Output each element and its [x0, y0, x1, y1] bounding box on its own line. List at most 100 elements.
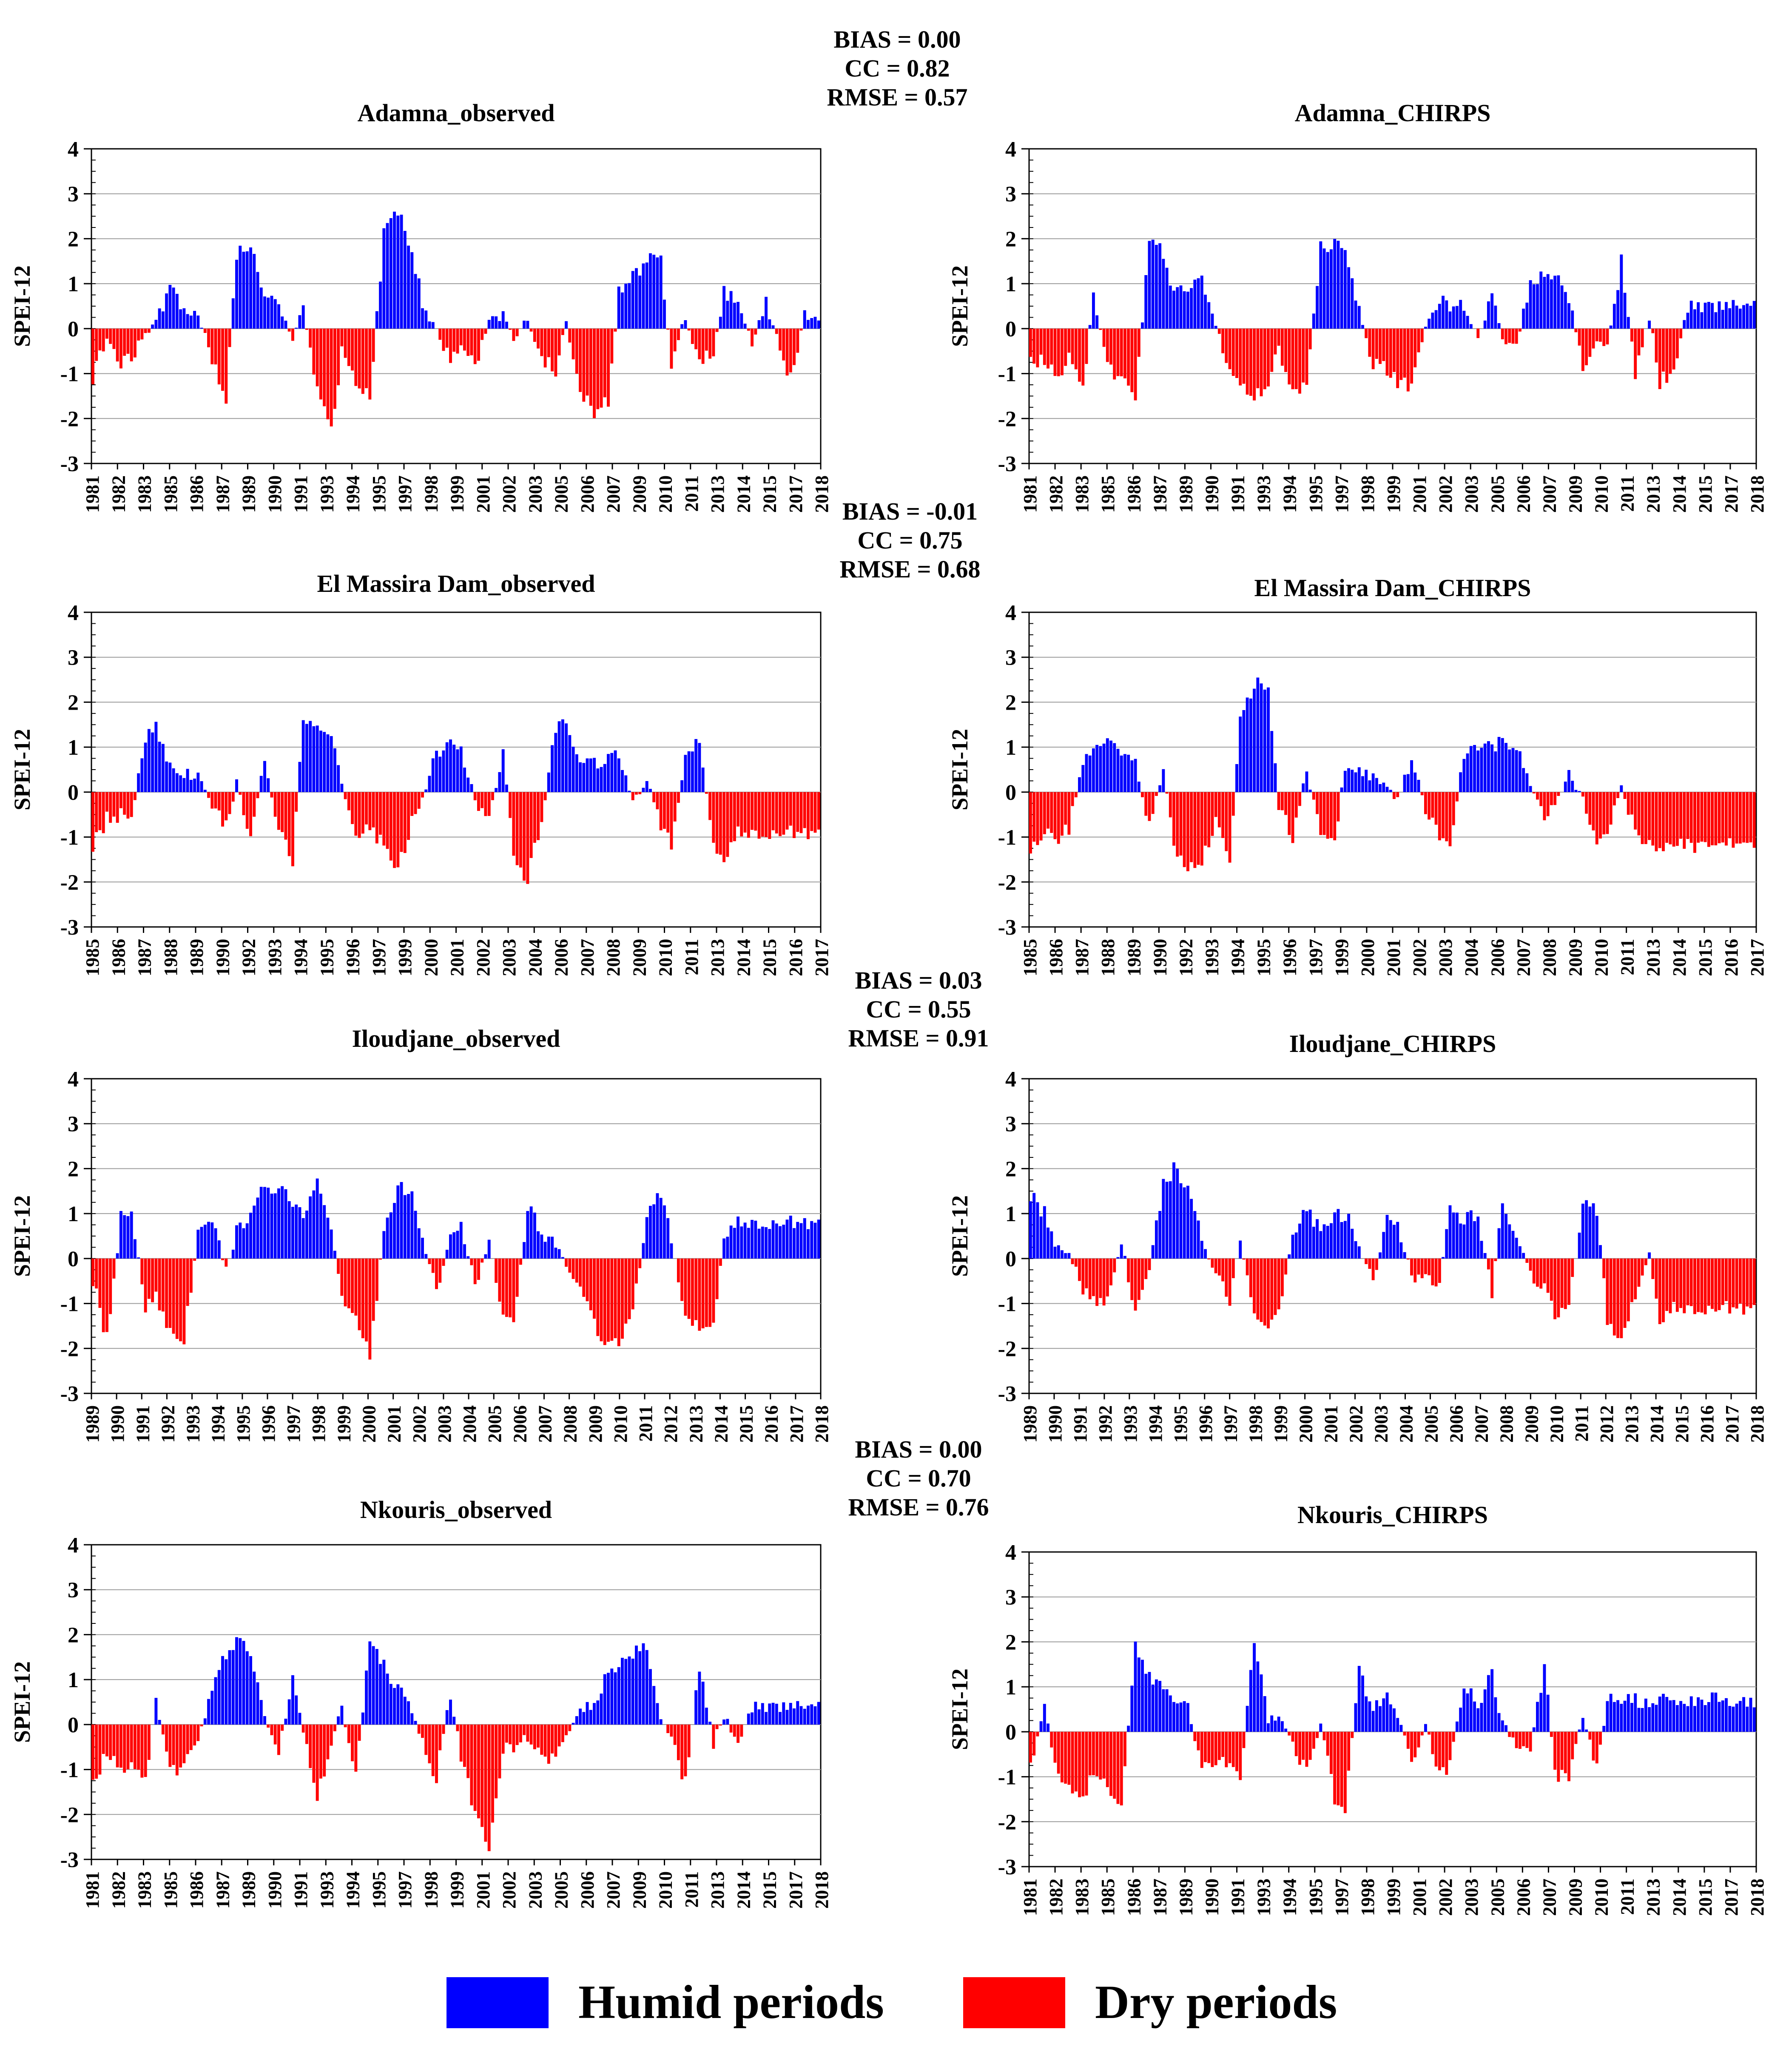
humid-bar	[333, 1251, 336, 1259]
humid-bar	[301, 305, 305, 329]
humid-bar	[1581, 1203, 1584, 1259]
dry-bar	[1371, 328, 1375, 369]
humid-bar	[1749, 306, 1752, 329]
humid-bar	[1144, 275, 1148, 329]
humid-bar	[1085, 754, 1088, 792]
x-tick-label: 1999	[1331, 939, 1352, 976]
dry-bar	[1403, 1731, 1406, 1736]
dry-bar	[1246, 328, 1249, 395]
humid-bar	[663, 299, 666, 329]
dry-bar	[1294, 328, 1298, 389]
dry-bar	[1312, 1731, 1315, 1749]
dry-bar	[477, 792, 480, 811]
dry-bar	[512, 1258, 515, 1322]
humid-bar	[414, 1721, 417, 1725]
humid-bar	[1707, 301, 1710, 329]
dry-bar	[771, 792, 775, 830]
x-tick-label: 2011	[1617, 475, 1638, 512]
dry-bar	[347, 1724, 350, 1743]
dry-bar	[301, 1724, 305, 1733]
humid-bar	[1130, 1685, 1134, 1732]
x-tick-label: 2014	[733, 1871, 754, 1909]
humid-bar	[1399, 1725, 1403, 1732]
humid-bar	[386, 1217, 389, 1259]
humid-bar	[386, 1674, 389, 1725]
dry-bar	[340, 328, 344, 347]
humid-bar	[214, 1677, 217, 1725]
dry-bar	[1487, 1258, 1490, 1270]
humid-bar	[1148, 241, 1151, 329]
humid-bar	[1393, 1225, 1396, 1259]
humid-bar	[1497, 1228, 1501, 1259]
x-tick-label: 2007	[1539, 1879, 1560, 1916]
y-tick-label: 1	[68, 1668, 79, 1692]
dry-bar	[189, 1724, 193, 1750]
humid-bar	[1144, 1674, 1148, 1732]
dry-bar	[1655, 792, 1658, 852]
y-tick-label: 0	[68, 317, 79, 341]
dry-bar	[95, 1258, 98, 1289]
dry-bar	[214, 328, 217, 365]
dry-bar	[351, 328, 354, 371]
dry-bar	[1228, 1258, 1231, 1306]
humid-bar	[1032, 1193, 1036, 1259]
humid-bar	[316, 1178, 319, 1259]
humid-bar	[200, 1227, 203, 1259]
dry-bar	[1602, 792, 1606, 835]
dry-bar	[1060, 792, 1064, 836]
dry-bar	[593, 328, 596, 418]
humid-bar	[1735, 1703, 1738, 1732]
y-tick-label: 1	[1005, 1675, 1016, 1700]
x-tick-label: 2017	[785, 1871, 806, 1909]
humid-bar	[796, 1701, 799, 1725]
humid-bar	[1382, 782, 1385, 792]
dry-bar	[1627, 1258, 1630, 1322]
x-tick-label: 1993	[316, 1871, 337, 1909]
chart-el-massira-observed: El Massira Dam_observed-3-2-101234SPEI-1…	[9, 570, 832, 976]
humid-bar	[1155, 1220, 1158, 1259]
humid-bar	[1176, 287, 1179, 329]
x-tick-label: 1986	[186, 475, 207, 513]
y-tick-label: 1	[68, 272, 79, 296]
humid-bar	[1305, 771, 1308, 792]
humid-bar	[1571, 781, 1574, 792]
dry-bar	[428, 1724, 431, 1764]
dry-bar	[1267, 328, 1270, 387]
dry-bar	[1630, 328, 1633, 342]
dry-bar	[1277, 792, 1280, 810]
humid-bar	[193, 779, 196, 792]
dry-bar	[740, 792, 743, 837]
dry-bar	[126, 328, 130, 354]
x-tick-label: 1987	[1149, 475, 1170, 513]
dry-bar	[1592, 792, 1595, 831]
dry-bar	[1280, 792, 1284, 810]
humid-bar	[214, 1228, 217, 1259]
dry-bar	[547, 1724, 550, 1764]
humid-bar	[642, 1643, 645, 1725]
humid-bar	[245, 251, 249, 329]
humid-bar	[648, 789, 652, 792]
humid-bar	[1263, 689, 1266, 792]
dry-bar	[1102, 328, 1106, 347]
humid-bar	[1347, 267, 1351, 329]
plot-frame	[91, 148, 822, 464]
stats-bias: BIAS = 0.00	[855, 1435, 982, 1463]
humid-bar	[323, 732, 326, 792]
dry-bar	[217, 328, 221, 385]
x-tick-label: 1989	[186, 939, 207, 976]
dry-bar	[540, 792, 543, 822]
dry-bar	[533, 1724, 536, 1749]
dry-bar	[1053, 792, 1057, 839]
humid-bar	[1137, 1657, 1140, 1732]
x-tick-label: 1995	[1170, 1405, 1191, 1443]
dry-bar	[1130, 328, 1134, 392]
humid-bar	[456, 749, 459, 792]
dry-bar	[477, 328, 480, 361]
humid-bar	[1141, 322, 1144, 329]
dry-bar	[354, 328, 358, 386]
dry-bar	[1312, 792, 1315, 800]
x-tick-label: 1999	[1271, 1405, 1291, 1443]
dry-bar	[1291, 328, 1294, 389]
dry-bar	[1305, 1731, 1308, 1767]
dry-bar	[112, 1258, 116, 1279]
